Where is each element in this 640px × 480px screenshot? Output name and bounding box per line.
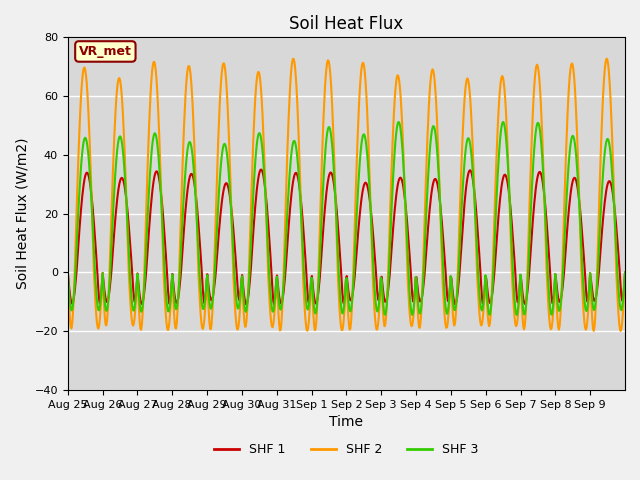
SHF 1	[282, 265, 289, 271]
SHF 1	[232, 255, 239, 261]
SHF 1	[270, 302, 278, 308]
SHF 3	[499, 119, 507, 125]
SHF 3	[513, 312, 520, 318]
SHF 3	[435, 178, 443, 184]
SHF 3	[404, 255, 412, 261]
SHF 2	[64, 270, 72, 276]
Line: SHF 3: SHF 3	[68, 122, 625, 315]
SHF 2	[617, 328, 625, 334]
SHF 1	[129, 286, 137, 291]
SHF 3	[280, 271, 288, 277]
Text: VR_met: VR_met	[79, 45, 132, 58]
SHF 1	[621, 270, 629, 276]
SHF 1	[436, 204, 444, 210]
SHF 1	[257, 167, 265, 172]
Legend: SHF 1, SHF 2, SHF 3: SHF 1, SHF 2, SHF 3	[209, 438, 483, 461]
SHF 3	[129, 307, 137, 313]
Line: SHF 1: SHF 1	[68, 169, 625, 305]
SHF 2	[259, 127, 267, 132]
SHF 3	[621, 270, 629, 276]
SHF 2	[280, 250, 288, 255]
Title: Soil Heat Flux: Soil Heat Flux	[289, 15, 403, 33]
SHF 2	[435, 169, 443, 175]
SHF 1	[64, 270, 72, 276]
SHF 2	[621, 270, 629, 276]
SHF 1	[260, 176, 268, 182]
SHF 3	[259, 156, 267, 162]
SHF 3	[232, 288, 239, 294]
SHF 3	[64, 270, 72, 276]
Y-axis label: Soil Heat Flux (W/m2): Soil Heat Flux (W/m2)	[15, 138, 29, 289]
X-axis label: Time: Time	[330, 415, 364, 429]
SHF 2	[129, 323, 137, 328]
Line: SHF 2: SHF 2	[68, 59, 625, 331]
SHF 2	[404, 278, 412, 284]
SHF 1	[405, 247, 413, 253]
SHF 2	[603, 56, 611, 61]
SHF 2	[232, 313, 239, 319]
